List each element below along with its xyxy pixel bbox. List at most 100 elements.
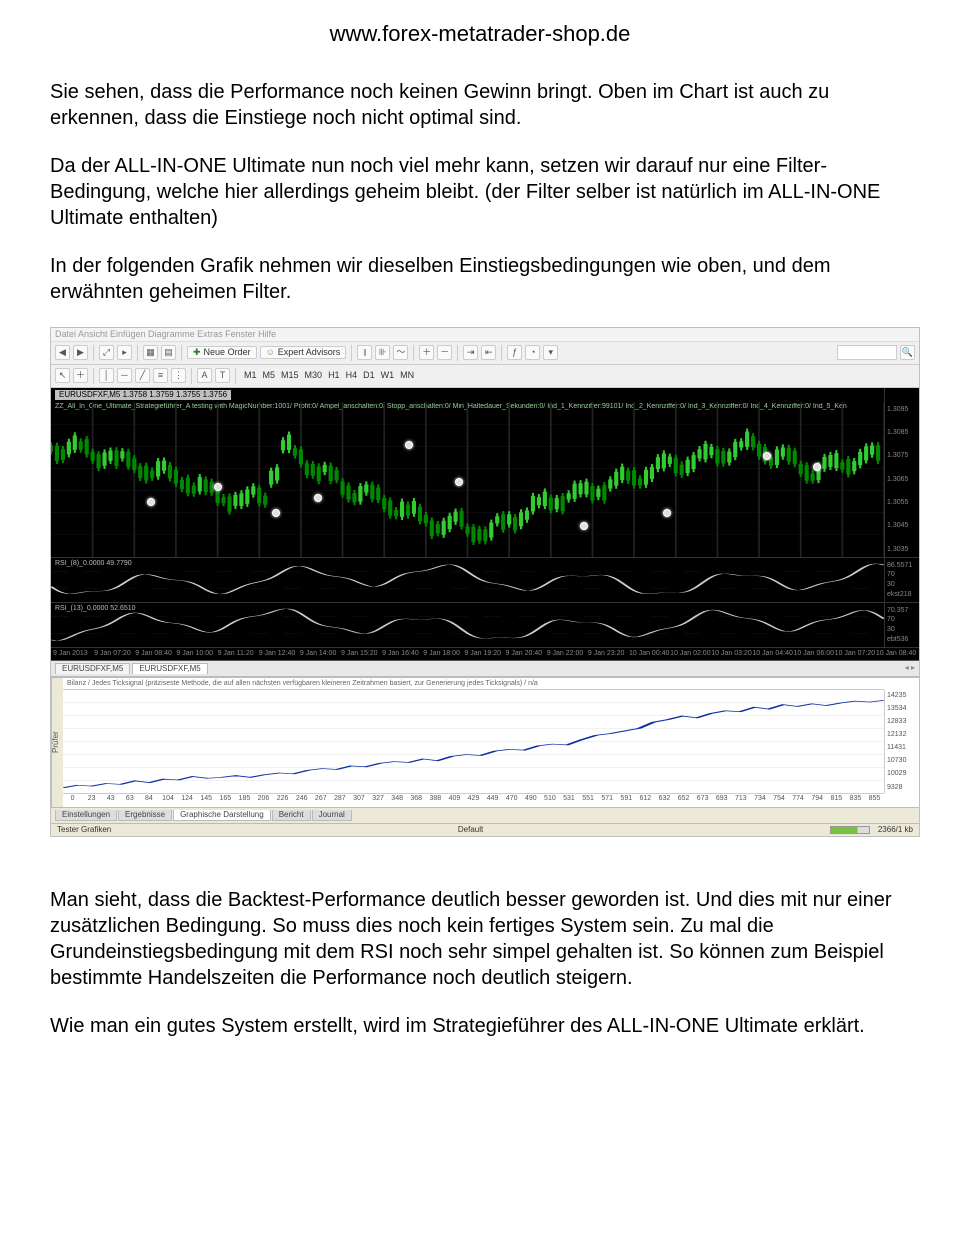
trendline-icon[interactable]: ╱ bbox=[135, 368, 150, 383]
tester-ytick: 14235 bbox=[887, 692, 917, 699]
tester-side-label: Prüfer bbox=[51, 678, 63, 807]
period-icon[interactable]: ◔ bbox=[525, 345, 540, 360]
price-xtick: 10 Jan 08:40 bbox=[876, 650, 917, 657]
tf-mn[interactable]: MN bbox=[397, 369, 417, 381]
tester-xtick: 0 bbox=[63, 795, 82, 806]
tester-xtick: 470 bbox=[502, 795, 521, 806]
entry-marker bbox=[663, 509, 671, 517]
tester-xtick: 551 bbox=[579, 795, 598, 806]
nav-back-icon[interactable]: ◀ bbox=[55, 345, 70, 360]
tf-w1[interactable]: W1 bbox=[378, 369, 398, 381]
fibo-icon[interactable]: ⋮ bbox=[171, 368, 186, 383]
tester-xtick: 815 bbox=[827, 795, 846, 806]
line-chart-icon[interactable]: 〜 bbox=[393, 345, 408, 360]
nav-fwd-icon[interactable]: ▶ bbox=[73, 345, 88, 360]
tester-ytick: 12132 bbox=[887, 731, 917, 738]
chart-tab[interactable]: EURUSDFXF,M5 bbox=[55, 663, 130, 674]
scroll-icon[interactable]: ⤢ bbox=[99, 345, 114, 360]
crosshair-icon[interactable]: ＋ bbox=[73, 368, 88, 383]
tf-h1[interactable]: H1 bbox=[325, 369, 343, 381]
vline-icon[interactable]: │ bbox=[99, 368, 114, 383]
new-order-button[interactable]: ✚ Neue Order bbox=[187, 346, 257, 359]
entry-marker bbox=[147, 498, 155, 506]
price-xtick: 9 Jan 19:20 bbox=[464, 650, 505, 657]
bar-chart-icon[interactable]: ⫾ bbox=[357, 345, 372, 360]
tester-xtick: 774 bbox=[789, 795, 808, 806]
shift-icon[interactable]: ▸ bbox=[117, 345, 132, 360]
tf-m30[interactable]: M30 bbox=[302, 369, 326, 381]
price-xtick: 10 Jan 03:20 bbox=[711, 650, 752, 657]
chart-tabs-nav[interactable]: ◂ ▸ bbox=[905, 664, 915, 672]
tester-xtick: 449 bbox=[483, 795, 502, 806]
tester-tab[interactable]: Einstellungen bbox=[55, 810, 117, 821]
ind-ytick: ebt536 bbox=[887, 636, 917, 643]
price-xtick: 9 Jan 22:00 bbox=[547, 650, 588, 657]
candle-chart-icon[interactable]: ⊪ bbox=[375, 345, 390, 360]
hline-icon[interactable]: ─ bbox=[117, 368, 132, 383]
zoom-in-icon[interactable]: ＋ bbox=[419, 345, 434, 360]
tf-h4[interactable]: H4 bbox=[343, 369, 361, 381]
entry-marker bbox=[763, 452, 771, 460]
tester-ytick: 9328 bbox=[887, 784, 917, 791]
tester-xtick: 226 bbox=[273, 795, 292, 806]
price-xtick: 9 Jan 10:00 bbox=[176, 650, 217, 657]
auto-scroll-icon[interactable]: ⇥ bbox=[463, 345, 478, 360]
entry-marker bbox=[214, 483, 222, 491]
price-ytick: 1.3085 bbox=[887, 429, 917, 436]
price-xtick: 10 Jan 06:00 bbox=[794, 650, 835, 657]
cursor-icon[interactable]: ↖ bbox=[55, 368, 70, 383]
expert-advisors-button[interactable]: ☺ Expert Advisors bbox=[260, 346, 347, 359]
chart-title: EURUSDFXF,M5 1.3758 1.3759 1.3755 1.3756 bbox=[55, 390, 231, 400]
ind-ytick: 70 bbox=[887, 616, 917, 623]
status-bar: Tester Grafiken Default 2366/1 kb bbox=[51, 823, 919, 836]
tester-xtick: 124 bbox=[178, 795, 197, 806]
text-tool-icon[interactable]: A bbox=[197, 368, 212, 383]
mt4-toolbar-1: ◀ ▶ ⤢ ▸ ▦ ▤ ✚ Neue Order ☺ Expert Adviso… bbox=[51, 342, 919, 365]
price-xtick: 9 Jan 15:20 bbox=[341, 650, 382, 657]
tester-xtick: 43 bbox=[101, 795, 120, 806]
tester-tab[interactable]: Journal bbox=[312, 810, 352, 821]
tester-xtick: 754 bbox=[769, 795, 788, 806]
template-dd-icon[interactable]: ▾ bbox=[543, 345, 558, 360]
tester-xtick: 591 bbox=[617, 795, 636, 806]
rsi1-plot bbox=[51, 558, 884, 602]
price-xtick: 9 Jan 12:40 bbox=[259, 650, 300, 657]
search-icon[interactable]: 🔍 bbox=[900, 345, 915, 360]
tf-m1[interactable]: M1 bbox=[241, 369, 260, 381]
ind-ytick: 30 bbox=[887, 581, 917, 588]
tester-tab[interactable]: Bericht bbox=[272, 810, 311, 821]
tester-xtick: 409 bbox=[445, 795, 464, 806]
price-ytick: 1.3045 bbox=[887, 522, 917, 529]
tester-xtick: 84 bbox=[139, 795, 158, 806]
tester-tab[interactable]: Graphische Darstellung bbox=[173, 810, 271, 821]
tf-d1[interactable]: D1 bbox=[360, 369, 378, 381]
rsi2-plot bbox=[51, 603, 884, 647]
price-xtick: 9 Jan 08:40 bbox=[135, 650, 176, 657]
templates-icon[interactable]: ▦ bbox=[143, 345, 158, 360]
price-ytick: 1.3035 bbox=[887, 546, 917, 553]
indicators-icon[interactable]: ▤ bbox=[161, 345, 176, 360]
paragraph-4: Man sieht, dass die Backtest-Performance… bbox=[50, 887, 910, 991]
price-ytick: 1.3075 bbox=[887, 452, 917, 459]
tf-m15[interactable]: M15 bbox=[278, 369, 302, 381]
tester-tab[interactable]: Ergebnisse bbox=[118, 810, 172, 821]
channel-icon[interactable]: ≡ bbox=[153, 368, 168, 383]
price-xtick: 9 Jan 20:40 bbox=[506, 650, 547, 657]
indicator-list-icon[interactable]: ƒ bbox=[507, 345, 522, 360]
chart-tab[interactable]: EURUSDFXF,M5 bbox=[132, 663, 207, 674]
rsi1-yaxis: 86.55717030ekst218 bbox=[884, 558, 919, 602]
tester-xtick: 388 bbox=[426, 795, 445, 806]
tester-xtick: 165 bbox=[216, 795, 235, 806]
new-order-label: Neue Order bbox=[204, 348, 251, 357]
zoom-out-icon[interactable]: － bbox=[437, 345, 452, 360]
label-tool-icon[interactable]: T bbox=[215, 368, 230, 383]
toolbar-search-input[interactable] bbox=[837, 345, 897, 360]
status-left: Tester Grafiken bbox=[57, 826, 111, 834]
tf-m5[interactable]: M5 bbox=[260, 369, 279, 381]
tester-xtick: 835 bbox=[846, 795, 865, 806]
price-xtick: 9 Jan 18:00 bbox=[423, 650, 464, 657]
chart-shift-icon[interactable]: ⇤ bbox=[481, 345, 496, 360]
tester-ytick: 12833 bbox=[887, 718, 917, 725]
tester-panel: × Prüfer Bilanz / Jedes Ticksignal (präz… bbox=[51, 677, 919, 807]
tester-xtick: 612 bbox=[636, 795, 655, 806]
